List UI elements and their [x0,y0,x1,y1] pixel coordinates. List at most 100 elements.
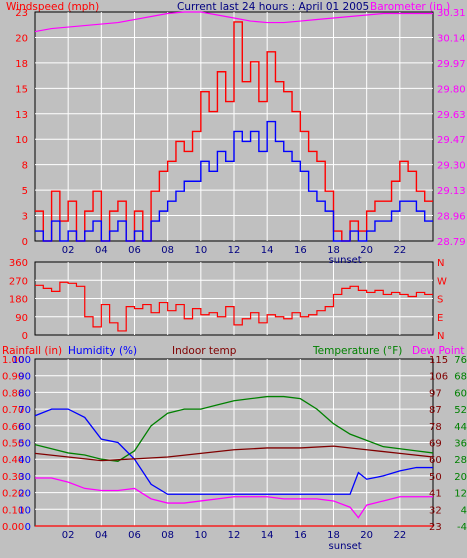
indoor-temp-line [34,445,434,462]
compass-tick-label: S [437,295,443,306]
wind-tick-label: 15 [15,84,28,95]
x-tick-label: 08 [161,530,174,541]
temperature-tick-label: 12 [454,489,467,500]
humidity-tick-label: 90 [18,372,31,383]
humidity-tick-label: 100 [12,355,31,366]
x-tick-label: 06 [128,245,141,256]
indoor-tick-label: 106 [429,372,448,383]
x-tick-label: 06 [128,530,141,541]
windspeed-axis-label: Windspeed (mph) [6,1,99,13]
temperature-line [34,395,434,462]
wind-tick-label: 20 [15,33,28,44]
barometer-line [34,11,433,33]
temperature-tick-label: 36 [454,439,467,450]
indoor-tick-label: 32 [429,505,442,516]
x-tick-label: 18 [327,245,340,256]
compass-tick-label: N [437,258,444,269]
x-tick-label: 04 [95,245,108,256]
rain-tick-label: 0.80 [2,388,24,399]
rain-tick-label: 0.10 [2,505,24,516]
x-tick-label: 18 [327,530,340,541]
wind-tick-label: 8 [22,161,28,172]
direction-tick-label: 270 [9,276,28,287]
x-tick-label: 16 [294,245,307,256]
x-tick-label: 04 [95,530,108,541]
temperature-tick-label: 4 [461,505,467,516]
temperature-tick-label: 44 [454,422,467,433]
rain-tick-label: 0.40 [2,455,24,466]
wind-tick-label: 18 [15,59,28,70]
humidity-tick-label: 40 [18,455,31,466]
x-tick-label: 14 [261,245,274,256]
temperature-tick-label: 76 [454,355,467,366]
x-tick-label: 10 [194,530,207,541]
direction-tick-label: 180 [9,295,28,306]
chart-title: Current last 24 hours : April 01 2005 [177,1,369,13]
x-tick-label: 20 [360,530,373,541]
dewpoint-line [35,477,433,519]
wind-tick-label: 0 [22,237,28,248]
x-tick-label: 08 [161,245,174,256]
barometer-tick-label: 29.47 [437,135,466,146]
indoor-tick-label: 69 [429,439,442,450]
barometer-tick-label: 28.79 [437,237,466,248]
compass-tick-label: W [437,276,447,287]
rain-tick-label: 0.30 [2,472,24,483]
x-tick-label: 02 [62,245,75,256]
temperature-tick-label: 68 [454,372,467,383]
x-tick-label: 12 [228,245,241,256]
rain-tick-label: 0.50 [2,439,24,450]
x-tick-label: 22 [393,245,406,256]
barometer-tick-label: 29.30 [437,161,466,172]
rain-tick-label: 1.00 [2,355,24,366]
humidity-tick-label: 70 [18,405,31,416]
rain-tick-label: 0.90 [2,372,24,383]
x-tick-label: 14 [261,530,274,541]
x-tick-label: 10 [194,245,207,256]
indoor-tick-label: 115 [429,355,448,366]
direction-tick-label: 0 [22,331,28,342]
humidity-tick-label: 20 [18,489,31,500]
barometer-tick-label: 29.97 [437,59,466,70]
direction-tick-label: 360 [9,258,28,269]
humidity-tick-label: 30 [18,472,31,483]
wind-tick-label: 3 [22,212,28,223]
sunset-label: sunset [329,255,362,266]
indoor-tick-label: 41 [429,489,442,500]
humidity-line [34,408,433,495]
rain-tick-label: 0.00 [2,522,24,533]
barometer-tick-label: 29.80 [437,84,466,95]
indoor-tick-label: 23 [429,522,442,533]
humidity-tick-label: 0 [25,522,31,533]
temperature-tick-label: 28 [454,455,467,466]
rain-tick-label: 0.60 [2,422,24,433]
barometer-axis-label: Barometer (in.) [370,1,450,13]
temperature-tick-label: 60 [454,388,467,399]
humidity-axis-label: Humidity (%) [68,345,137,357]
dewpoint-axis-label: Dew Point [412,345,465,357]
indoor-temp-label: Indoor temp [172,345,237,357]
barometer-tick-label: 29.63 [437,110,466,121]
humidity-tick-label: 50 [18,439,31,450]
barometer-tick-label: 30.31 [437,8,466,19]
compass-tick-label: E [437,313,443,324]
direction-tick-label: 90 [15,313,28,324]
rain-tick-label: 0.20 [2,489,24,500]
temperature-tick-label: 52 [454,405,467,416]
indoor-tick-label: 87 [429,405,442,416]
temperature-axis-label: Temperature (°F) [312,345,402,357]
humidity-tick-label: 60 [18,422,31,433]
x-tick-label: 22 [393,530,406,541]
compass-tick-label: N [437,331,444,342]
wind-average-line [35,120,433,242]
wind-tick-label: 13 [15,110,28,121]
rainfall-axis-label: Rainfall (in) [2,345,62,357]
wind-tick-label: 10 [15,135,28,146]
x-tick-label: 20 [360,245,373,256]
indoor-tick-label: 50 [429,472,442,483]
indoor-tick-label: 97 [429,388,442,399]
indoor-tick-label: 78 [429,422,442,433]
indoor-tick-label: 60 [429,455,442,466]
